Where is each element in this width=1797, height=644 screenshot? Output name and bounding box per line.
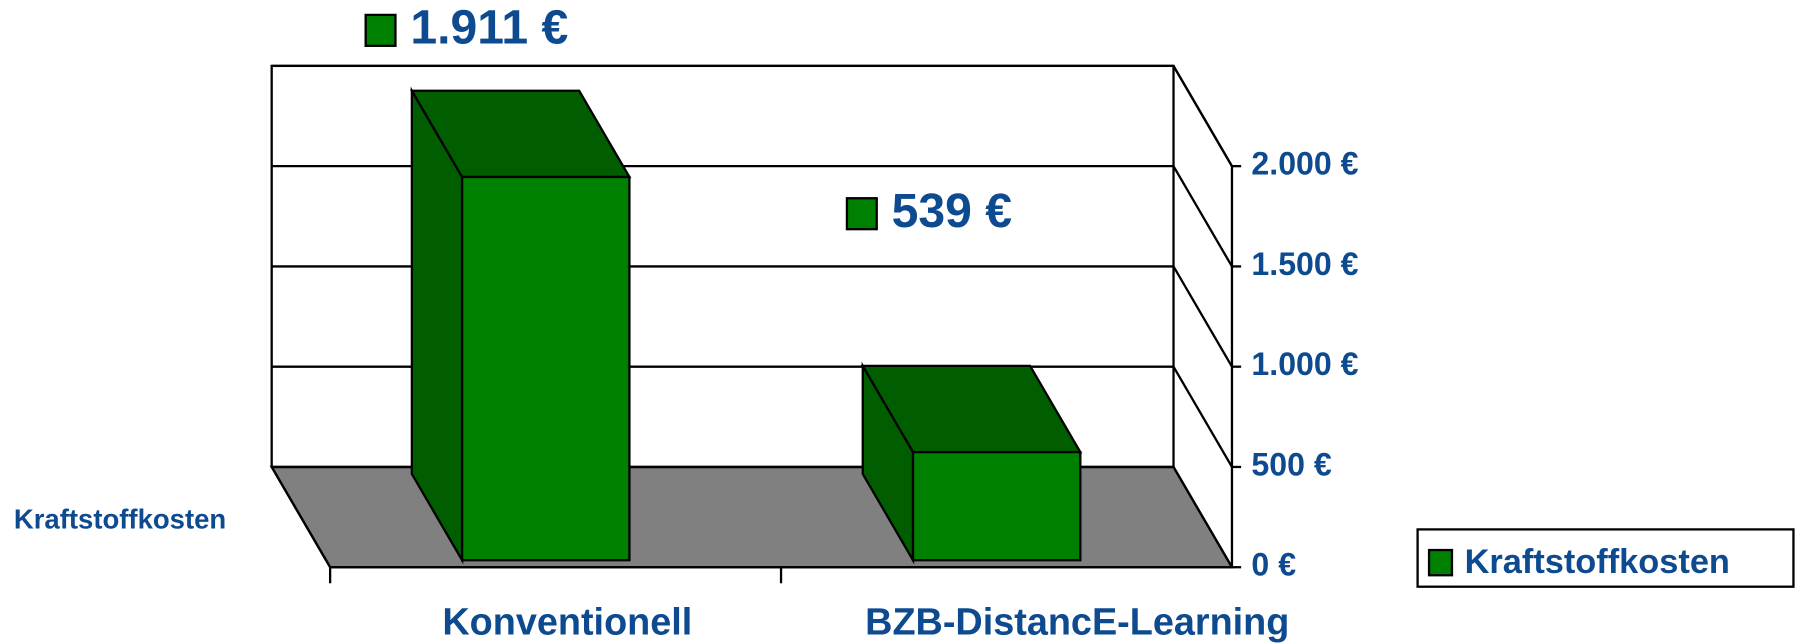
y-tick-label: 2.000 € (1251, 146, 1358, 182)
bar (460, 175, 631, 562)
x-tick-label: BZB-DistancE-Learning (865, 602, 1289, 644)
side-wall-edge (270, 466, 332, 568)
grid-line (1172, 366, 1233, 468)
value-label: 539 € (892, 184, 1012, 238)
x-tick-label: Konventionell (442, 602, 692, 644)
legend-key (1427, 548, 1454, 577)
grid-line (1172, 65, 1233, 167)
value-label: 1.911 € (410, 1, 568, 55)
legend-box (1416, 528, 1795, 588)
value-label-key (845, 197, 878, 231)
y-tick-label: 0 € (1251, 547, 1296, 583)
grid-line (1172, 265, 1233, 368)
legend-label: Kraftstoffkosten (1465, 543, 1730, 581)
grid-line (1172, 165, 1233, 268)
value-label-key (364, 13, 397, 47)
grid-line (1172, 466, 1233, 568)
y-tick-label: 500 € (1251, 446, 1331, 482)
y-tick-label: 1.500 € (1251, 246, 1358, 282)
y-tick-label: 1.000 € (1251, 346, 1358, 382)
bar (911, 450, 1082, 562)
depth-axis-label: Kraftstoffkosten (14, 504, 226, 535)
